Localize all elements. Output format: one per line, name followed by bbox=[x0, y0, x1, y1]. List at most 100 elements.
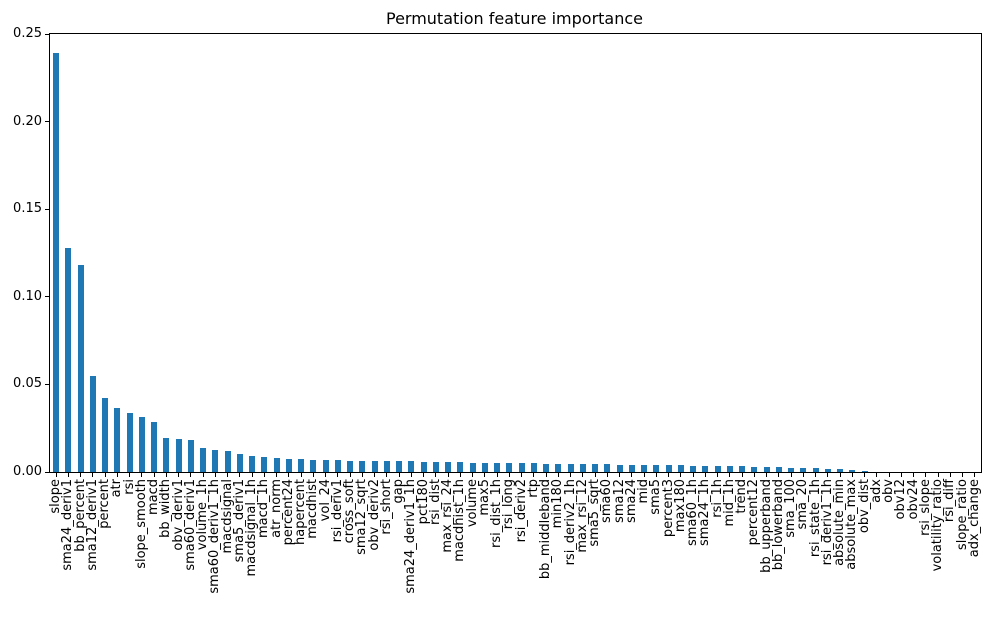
x-tick-mark bbox=[900, 472, 902, 477]
x-tick-mark bbox=[300, 472, 302, 477]
bar bbox=[849, 470, 856, 472]
x-tick-mark bbox=[521, 472, 523, 477]
bar bbox=[518, 463, 525, 472]
x-tick-mark bbox=[325, 472, 327, 477]
x-tick-mark bbox=[55, 472, 57, 477]
x-tick-mark bbox=[361, 472, 363, 477]
x-tick-mark bbox=[116, 472, 118, 477]
bar bbox=[347, 461, 354, 472]
x-tick-mark bbox=[178, 472, 180, 477]
x-tick-mark bbox=[631, 472, 633, 477]
x-tick-mark bbox=[190, 472, 192, 477]
x-tick-mark bbox=[374, 472, 376, 477]
bar bbox=[261, 457, 268, 472]
y-tick-mark bbox=[45, 296, 50, 298]
bar bbox=[322, 460, 329, 472]
bar bbox=[200, 448, 207, 472]
x-tick-mark bbox=[227, 472, 229, 477]
x-tick-mark bbox=[214, 472, 216, 477]
bar bbox=[457, 462, 464, 472]
bar bbox=[53, 53, 60, 472]
bar bbox=[506, 463, 513, 472]
bar bbox=[285, 459, 292, 472]
bar bbox=[310, 460, 317, 472]
x-tick-mark bbox=[876, 472, 878, 477]
bar bbox=[334, 460, 341, 472]
bar bbox=[555, 464, 562, 472]
bar bbox=[224, 451, 231, 472]
x-tick-mark bbox=[619, 472, 621, 477]
y-tick-mark bbox=[45, 383, 50, 385]
bar bbox=[690, 466, 697, 472]
bar bbox=[432, 462, 439, 472]
x-tick-mark bbox=[533, 472, 535, 477]
bar bbox=[383, 461, 390, 472]
bar bbox=[800, 468, 807, 472]
bar bbox=[249, 456, 256, 472]
bar bbox=[812, 468, 819, 472]
x-tick-mark bbox=[349, 472, 351, 477]
x-tick-mark bbox=[741, 472, 743, 477]
bar bbox=[714, 466, 721, 472]
x-tick-mark bbox=[913, 472, 915, 477]
x-tick-mark bbox=[778, 472, 780, 477]
x-tick-mark bbox=[472, 472, 474, 477]
bar bbox=[739, 466, 746, 472]
x-tick-mark bbox=[729, 472, 731, 477]
x-tick-mark bbox=[790, 472, 792, 477]
bar bbox=[543, 464, 550, 472]
x-tick-mark bbox=[594, 472, 596, 477]
x-tick-mark bbox=[827, 472, 829, 477]
x-tick-mark bbox=[888, 472, 890, 477]
y-tick-label: 0.20 bbox=[13, 113, 42, 129]
plot-area: 0.00 0.05 0.10 0.15 0.20 0.25 slope sma24_deriv… bbox=[13, 27, 982, 594]
x-tick-mark bbox=[165, 472, 167, 477]
x-tick-mark bbox=[570, 472, 572, 477]
bar bbox=[763, 467, 770, 472]
x-tick-mark bbox=[851, 472, 853, 477]
bar bbox=[579, 464, 586, 472]
bar bbox=[530, 463, 537, 472]
bar bbox=[628, 465, 635, 472]
x-tick-mark bbox=[815, 472, 817, 477]
x-tick-mark bbox=[104, 472, 106, 477]
y-tick-mark bbox=[45, 121, 50, 123]
x-tick-mark bbox=[680, 472, 682, 477]
x-tick-mark bbox=[484, 472, 486, 477]
x-tick-mark bbox=[447, 472, 449, 477]
x-tick-mark bbox=[864, 472, 866, 477]
x-tick-mark bbox=[263, 472, 265, 477]
x-tick-mark bbox=[974, 472, 976, 477]
x-tick-mark bbox=[839, 472, 841, 477]
bar bbox=[298, 459, 305, 472]
x-tick-mark bbox=[92, 472, 94, 477]
bar bbox=[726, 466, 733, 472]
bar bbox=[114, 408, 121, 472]
y-tick-label: 0.25 bbox=[13, 26, 42, 41]
y-tick-label: 0.10 bbox=[13, 288, 42, 304]
bar bbox=[359, 461, 366, 472]
bar bbox=[861, 471, 868, 472]
x-tick-mark bbox=[704, 472, 706, 477]
bar bbox=[665, 465, 672, 472]
bar bbox=[494, 463, 501, 472]
bar bbox=[408, 461, 415, 472]
x-tick-mark bbox=[251, 472, 253, 477]
y-tick-mark bbox=[45, 208, 50, 210]
x-tick-mark bbox=[239, 472, 241, 477]
x-tick-mark bbox=[937, 472, 939, 477]
bar bbox=[751, 467, 758, 472]
x-tick-mark bbox=[276, 472, 278, 477]
x-tick-mark bbox=[655, 472, 657, 477]
bar bbox=[653, 465, 660, 472]
bar bbox=[65, 248, 72, 472]
bar bbox=[371, 461, 378, 472]
bar bbox=[273, 458, 280, 472]
bar bbox=[126, 413, 133, 472]
x-tick-mark bbox=[386, 472, 388, 477]
y-tick-label: 0.05 bbox=[13, 376, 42, 392]
bar bbox=[212, 450, 219, 472]
x-tick-mark bbox=[668, 472, 670, 477]
x-tick-mark bbox=[717, 472, 719, 477]
